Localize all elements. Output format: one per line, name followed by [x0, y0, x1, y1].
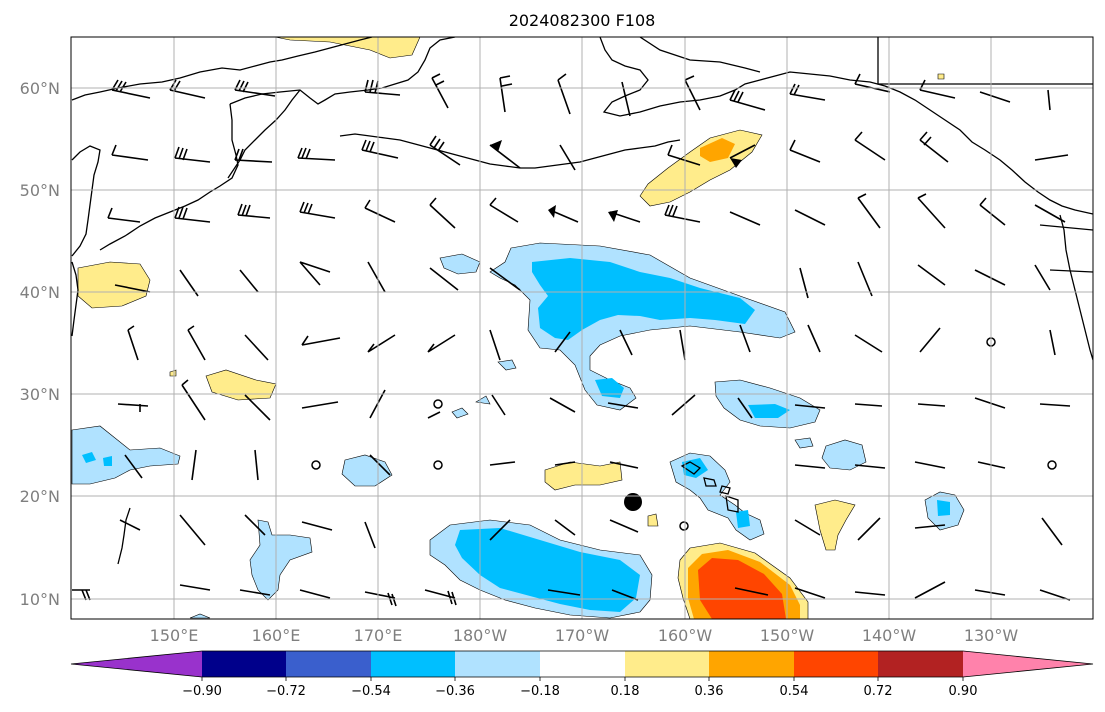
lon-label: 130°W: [964, 626, 1019, 645]
lat-label: 50°N: [20, 181, 60, 200]
colorbar-tick-label: −0.72: [266, 684, 306, 699]
colorbar-swatch: [455, 651, 540, 677]
colorbar-tick-label: 0.36: [695, 684, 724, 699]
map-panel: [70, 36, 1094, 620]
colorbar-tick-label: 0.18: [611, 684, 640, 699]
colorbar: −0.90 −0.72 −0.54 −0.36 −0.18 0.18 0.36 …: [70, 650, 1094, 699]
anomaly-fills: [71, 37, 965, 619]
coastlines: [71, 37, 1093, 565]
map-frame: [70, 36, 1094, 620]
colorbar-swatch: [709, 651, 794, 677]
storm-center-marker: [624, 493, 642, 511]
lon-label: 150°W: [760, 626, 815, 645]
colorbar-swatch: [794, 651, 878, 677]
positive-high-region: [698, 558, 786, 619]
colorbar-tick-label: −0.36: [435, 684, 475, 699]
lon-label: 180°W: [453, 626, 508, 645]
colorbar-tick-label: 0.54: [780, 684, 809, 699]
colorbar-tick-label: −0.90: [182, 684, 222, 699]
lat-label: 30°N: [20, 385, 60, 404]
colorbar-swatch: [71, 651, 202, 677]
latitude-labels: 10°N 20°N 30°N 40°N 50°N 60°N: [20, 79, 60, 609]
colorbar-tick-label: 0.90: [949, 684, 978, 699]
figure-title: 2024082300 F108: [509, 11, 656, 30]
lat-label: 60°N: [20, 79, 60, 98]
colorbar-ticks: −0.90 −0.72 −0.54 −0.36 −0.18 0.18 0.36 …: [182, 684, 977, 699]
lon-label: 170°E: [354, 626, 403, 645]
lat-label: 20°N: [20, 487, 60, 506]
gridlines: [71, 37, 1093, 619]
lat-label: 40°N: [20, 283, 60, 302]
lon-label: 160°W: [658, 626, 713, 645]
negative-medium-region: [82, 258, 950, 612]
lon-label: 140°W: [862, 626, 917, 645]
colorbar-swatch: [625, 651, 709, 677]
barb-pennants: [490, 140, 742, 222]
colorbar-swatch: [286, 651, 371, 677]
colorbar-swatch: [878, 651, 963, 677]
colorbar-swatch: [371, 651, 455, 677]
lon-label: 160°E: [252, 626, 301, 645]
lon-label: 170°W: [555, 626, 610, 645]
longitude-labels: 150°E 160°E 170°E 180°W 170°W 160°W 150°…: [150, 626, 1019, 645]
lat-label: 10°N: [20, 590, 60, 609]
colorbar-tick-label: 0.72: [864, 684, 893, 699]
colorbar-tick-label: −0.54: [351, 684, 391, 699]
lon-label: 150°E: [150, 626, 199, 645]
colorbar-tick-label: −0.18: [520, 684, 560, 699]
colorbar-swatches: [70, 650, 1094, 681]
colorbar-swatch: [540, 651, 625, 677]
colorbar-swatch: [202, 651, 286, 677]
colorbar-swatch: [963, 651, 1093, 677]
